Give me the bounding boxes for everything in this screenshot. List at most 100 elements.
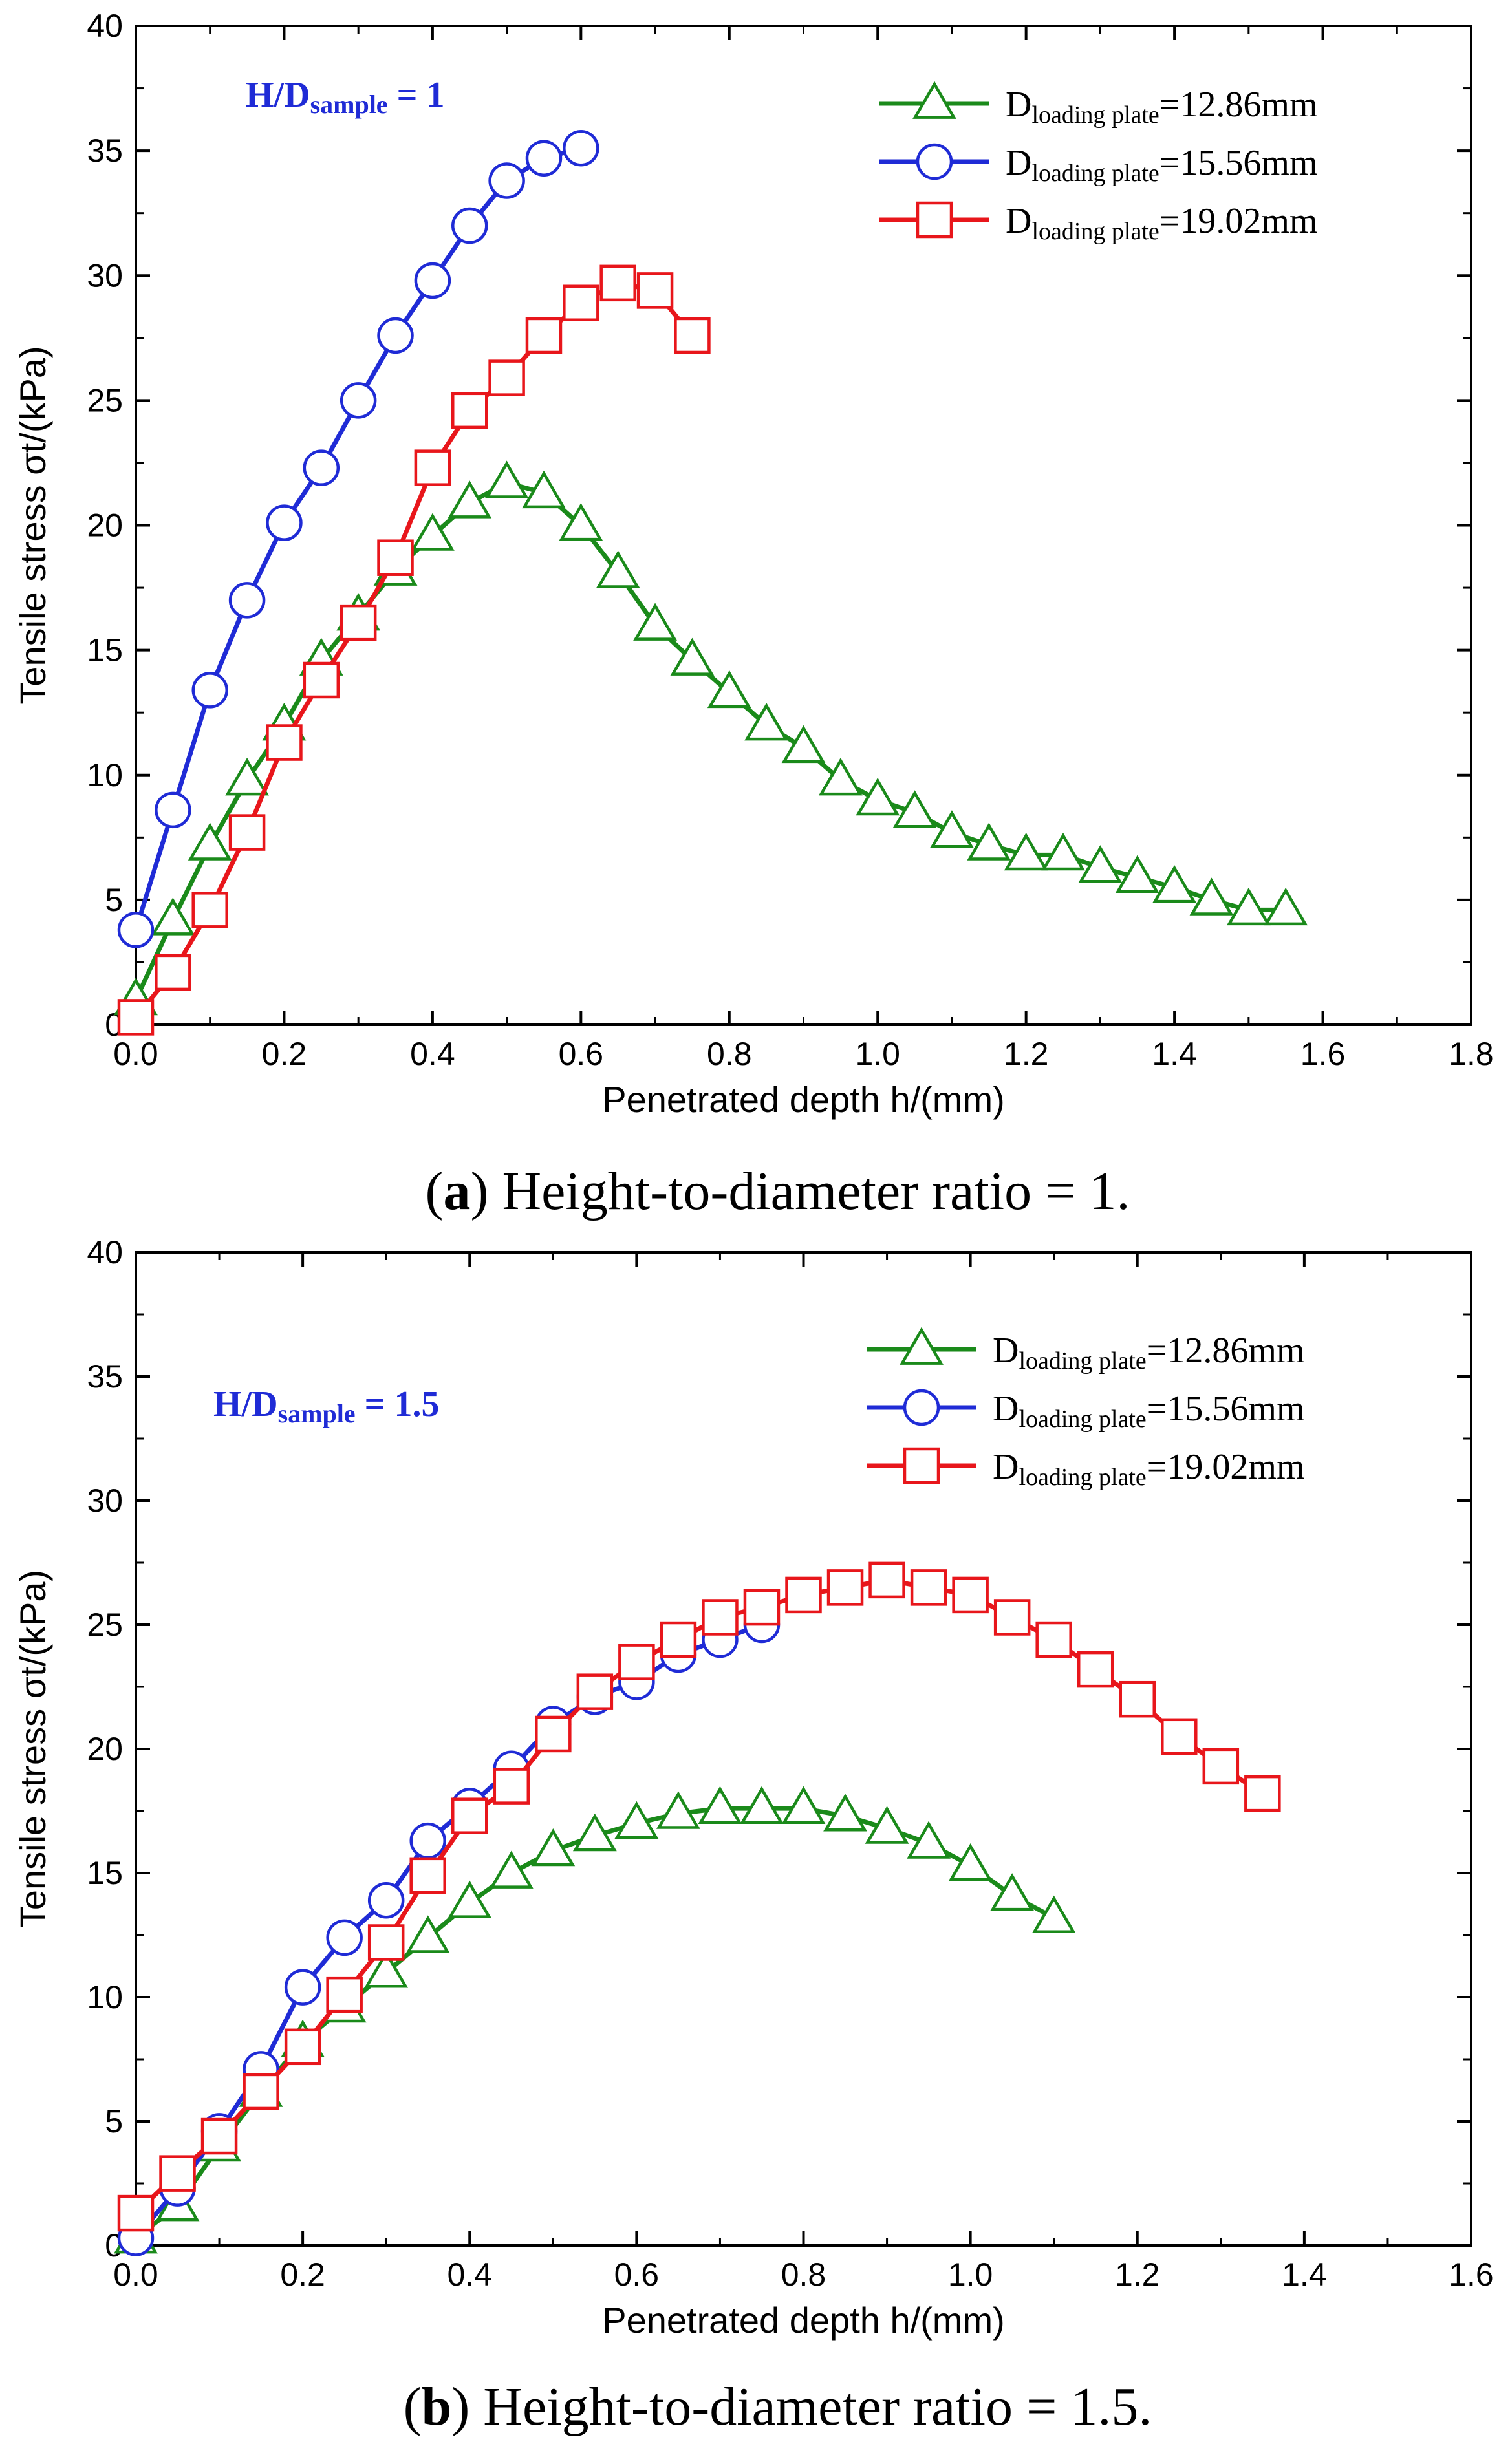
legend-marker <box>912 81 956 119</box>
figure-caption: (b) Height-to-diameter ratio = 1.5. <box>404 2377 1152 2437</box>
legend-label: Dloading plate=19.02mm <box>993 1447 1305 1491</box>
data-point <box>698 1786 742 1825</box>
data-point <box>1035 1621 1072 1658</box>
data-point <box>525 317 563 354</box>
caption-letter: b <box>422 2377 452 2437</box>
x-tick-label: 1.8 <box>1449 1036 1494 1072</box>
data-point <box>191 672 228 709</box>
data-point <box>563 284 599 321</box>
data-point <box>967 822 1011 861</box>
data-point <box>1264 887 1308 926</box>
y-tick-label: 10 <box>87 757 123 793</box>
x-tick-label: 1.2 <box>1115 2256 1160 2293</box>
y-tick-label: 15 <box>87 632 123 669</box>
y-tick-label: 25 <box>87 382 123 418</box>
data-point <box>702 1599 739 1636</box>
y-axis-label: Tensile stress σt/(kPa) <box>12 1570 53 1928</box>
data-point <box>522 470 566 509</box>
data-point <box>707 670 751 709</box>
y-tick-label: 10 <box>87 1979 123 2015</box>
data-point <box>377 539 414 576</box>
x-tick-label: 1.6 <box>1300 1036 1346 1072</box>
legend-label-sub: loading plate <box>1019 1406 1146 1433</box>
data-point <box>364 1950 409 1988</box>
data-point <box>484 460 529 498</box>
data-point <box>488 359 525 396</box>
x-tick-label: 0.8 <box>781 2256 826 2293</box>
data-point <box>930 810 974 848</box>
legend-label-tail: =15.56mm <box>1159 143 1318 183</box>
y-tick-label: 35 <box>87 1358 123 1395</box>
data-point <box>303 661 340 699</box>
ratio-annotation: H/Dsample = 1.5 <box>213 1384 439 1428</box>
legend-label: Dloading plate=15.56mm <box>1006 143 1318 187</box>
legend-marker <box>916 143 953 180</box>
legend-entry: Dloading plate=15.56mm <box>879 143 1318 187</box>
data-point <box>614 1801 659 1839</box>
legend-entry: Dloading plate=19.02mm <box>867 1447 1305 1491</box>
ratio-annotation-sub: sample <box>310 90 388 119</box>
y-tick-label: 25 <box>87 1607 123 1643</box>
series-line <box>133 145 582 931</box>
data-point <box>409 1857 446 1894</box>
ratio-annotation-sub: sample <box>278 1399 356 1428</box>
data-point <box>596 550 640 588</box>
data-point <box>744 703 789 741</box>
x-tick-label: 0.0 <box>113 2256 158 2293</box>
data-point <box>892 790 937 828</box>
data-point <box>993 1599 1031 1636</box>
data-point <box>785 1576 822 1614</box>
x-tick-label: 0.2 <box>280 2256 325 2293</box>
series-line <box>134 281 695 1019</box>
x-tick-label: 1.0 <box>855 1036 900 1072</box>
series-square <box>117 1561 1281 2232</box>
data-point <box>952 1576 989 1614</box>
data-point <box>1004 832 1048 871</box>
data-point <box>488 162 525 199</box>
data-point <box>599 264 636 302</box>
data-point <box>531 1828 576 1867</box>
data-point <box>191 892 228 928</box>
data-point <box>155 791 191 829</box>
data-point <box>367 1881 405 1919</box>
legend-label-sub: loading plate <box>1031 218 1159 245</box>
legend-entry: Dloading plate=19.02mm <box>879 201 1318 245</box>
legend-marker <box>903 1447 940 1484</box>
legend-entry: Dloading plate=15.56mm <box>867 1389 1305 1433</box>
data-point <box>856 777 900 816</box>
data-point <box>225 757 269 796</box>
data-point <box>740 1786 784 1825</box>
series-square <box>117 264 711 1036</box>
ratio-annotation: H/Dsample = 1 <box>246 75 444 119</box>
data-point <box>1226 887 1271 926</box>
data-point <box>1119 1680 1156 1718</box>
y-tick-label: 30 <box>87 1483 123 1519</box>
data-point <box>405 1915 450 1953</box>
legend-label-main: D <box>993 1447 1019 1487</box>
series-line <box>134 1806 1055 2240</box>
data-point <box>303 449 340 486</box>
x-tick-label: 1.0 <box>948 2256 993 2293</box>
data-point <box>743 1589 781 1626</box>
data-point <box>525 140 563 177</box>
data-point <box>1244 1775 1281 1812</box>
data-point <box>781 725 826 764</box>
x-tick-label: 0.4 <box>447 2256 492 2293</box>
data-point <box>1202 1748 1240 1785</box>
chart-panel-b: 0.0 0.2 0.4 0.6 0.8 1.0 1.2 1.4 1.60510152025303… <box>12 1234 1494 2437</box>
y-tick-label: 30 <box>87 257 123 294</box>
data-point <box>451 207 488 244</box>
data-point <box>117 2194 155 2232</box>
x-tick-label: 0.0 <box>113 1036 158 1072</box>
data-point <box>266 504 303 541</box>
data-point <box>818 757 863 796</box>
data-point <box>948 1843 993 1881</box>
series-triangle <box>114 1786 1076 2254</box>
ratio-annotation-tail: = 1 <box>388 75 445 115</box>
data-point <box>448 1880 492 1918</box>
data-point <box>151 897 195 936</box>
data-point <box>117 911 155 948</box>
legend-label-main: D <box>1006 85 1031 125</box>
legend-label-tail: =12.86mm <box>1159 85 1318 125</box>
data-point <box>266 724 303 761</box>
